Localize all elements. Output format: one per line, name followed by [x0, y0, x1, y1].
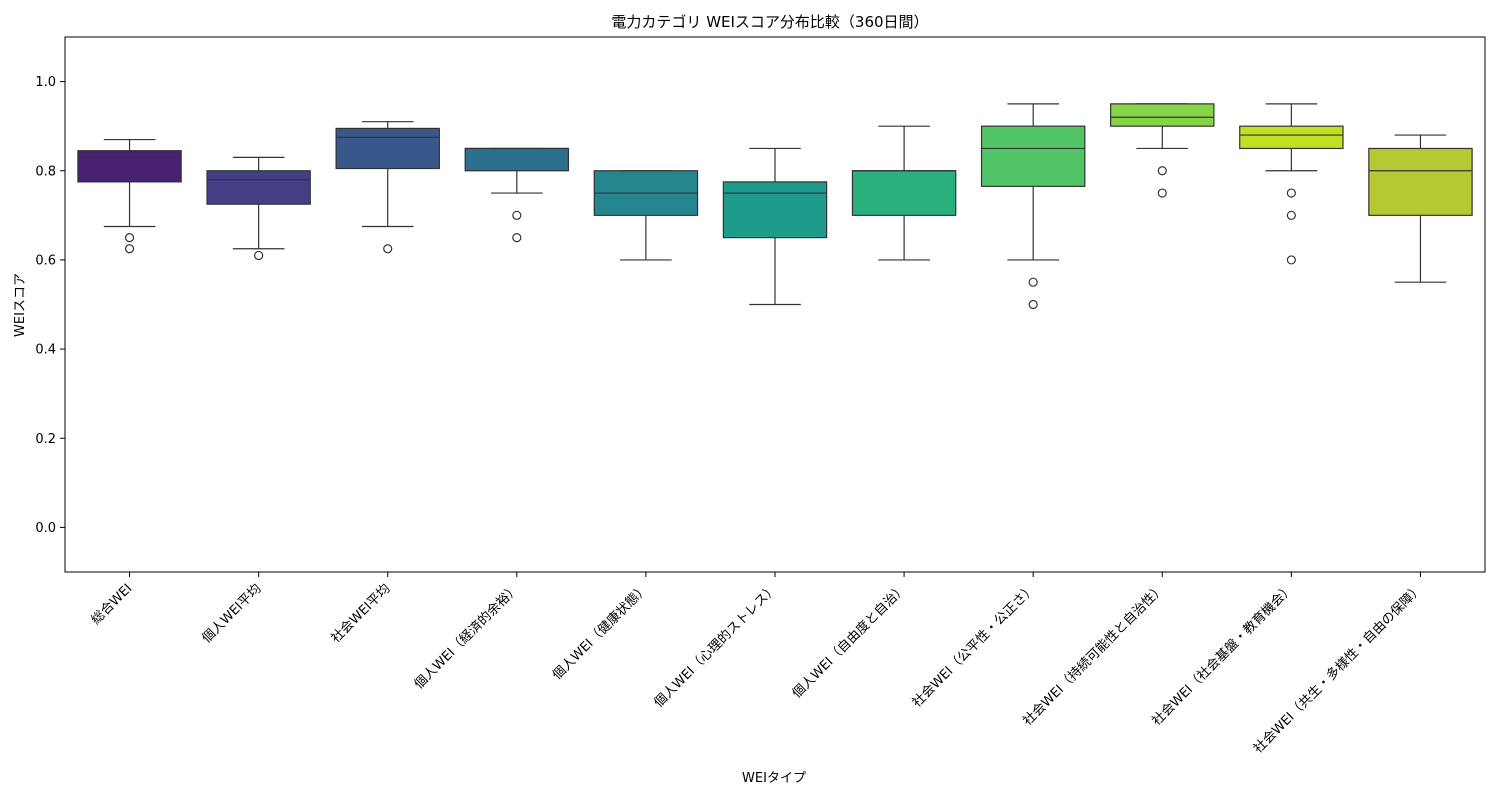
outlier-point: [1286, 210, 1296, 220]
box-iqr: [335, 127, 440, 170]
x-tick-label: 個人WEI（経済的余裕）: [411, 581, 523, 693]
outlier-point: [512, 210, 522, 220]
outlier-point: [254, 250, 264, 261]
outlier-point: [1157, 166, 1167, 176]
y-tick-label: 0.6: [35, 253, 56, 268]
x-tick-label: 個人WEI平均: [199, 581, 264, 646]
outlier-point: [1157, 188, 1167, 198]
box-group: [77, 138, 182, 254]
y-tick-label: 0.2: [35, 432, 56, 447]
y-tick-label: 0.8: [35, 164, 56, 179]
outlier-point: [383, 244, 393, 254]
box-iqr: [464, 147, 570, 172]
outlier-point: [1028, 299, 1038, 310]
box-iqr: [1110, 103, 1215, 127]
box-group: [1239, 103, 1344, 265]
box-group: [851, 125, 957, 261]
outlier-point: [512, 233, 522, 243]
outlier-point: [1286, 188, 1296, 198]
x-tick-label: 社会WEI（社会基盤・教育機会）: [1149, 581, 1297, 729]
box-group: [980, 103, 1086, 310]
box-group: [464, 147, 570, 243]
box-iqr: [722, 181, 828, 239]
x-tick-label: 総合WEI: [89, 581, 136, 628]
box-iqr: [851, 170, 957, 216]
x-tick-label: 個人WEI（健康状態）: [549, 581, 651, 683]
box-iqr: [1368, 147, 1473, 216]
x-tick-label: 社会WEI平均: [328, 581, 394, 647]
box-group: [206, 156, 311, 261]
box-iqr: [980, 125, 1086, 187]
x-tick-label: 社会WEI（公平性・公正さ）: [909, 581, 1039, 711]
plot-area: [77, 103, 1473, 310]
y-axis-label: WEIスコア: [13, 273, 28, 337]
x-tick-label: 個人WEI（心理的ストレス）: [651, 581, 781, 711]
box-group: [1368, 134, 1473, 283]
box-group: [1110, 103, 1215, 198]
x-tick-label: 社会WEI（持続可能性と自治性）: [1020, 581, 1168, 729]
outlier-point: [124, 244, 135, 254]
outlier-point: [1028, 277, 1038, 287]
x-axis: 総合WEI 個人WEI平均 社会WEI平均 個人WEI（経済的余裕） 個人WEI（健康状…: [89, 572, 1426, 757]
y-axis: 0.0 0.2 0.4 0.6 0.8 1.0: [35, 75, 65, 536]
x-axis-label: WEIタイプ: [742, 771, 806, 786]
box-group: [335, 121, 440, 254]
outlier-point: [124, 233, 135, 243]
outlier-point: [1286, 255, 1296, 265]
y-tick-label: 0.0: [35, 521, 56, 536]
y-tick-label: 0.4: [35, 343, 56, 358]
box-group: [722, 147, 828, 306]
box-iqr: [206, 170, 311, 205]
x-tick-label: 個人WEI（自由度と自治）: [789, 581, 910, 702]
chart-title: 電力カテゴリ WEIスコア分布比較（360日間）: [611, 13, 928, 31]
box-iqr: [77, 150, 182, 183]
box-group: [593, 170, 699, 261]
box-iqr: [1239, 125, 1344, 150]
y-tick-label: 1.0: [35, 75, 56, 90]
